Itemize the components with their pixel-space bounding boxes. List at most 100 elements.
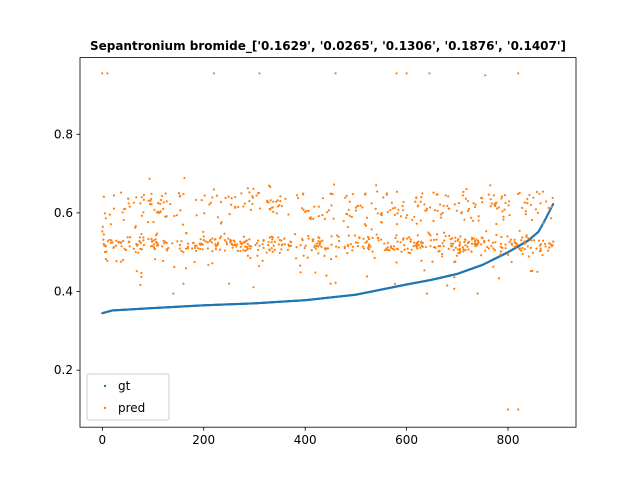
pred-point <box>218 237 222 240</box>
pred-point <box>476 292 479 295</box>
pred-point <box>351 193 354 196</box>
pred-point <box>538 244 542 247</box>
pred-point <box>331 193 334 196</box>
pred-point <box>523 240 526 243</box>
pred-point <box>477 241 480 244</box>
pred-point <box>402 200 405 204</box>
pred-point <box>148 177 151 180</box>
pred-point <box>186 242 190 245</box>
pred-point <box>312 238 315 241</box>
pred-point <box>192 241 195 245</box>
pred-point <box>380 211 383 215</box>
pred-point <box>195 198 198 202</box>
legend-box <box>86 373 170 421</box>
pred-point <box>193 260 196 264</box>
pred-point <box>277 236 280 239</box>
pred-point <box>453 203 456 206</box>
pred-point <box>356 241 360 244</box>
pred-point <box>277 243 280 246</box>
pred-point <box>541 239 545 242</box>
pred-point <box>464 238 467 241</box>
pred-point <box>214 245 218 248</box>
pred-point <box>278 251 281 255</box>
pred-point <box>342 219 345 223</box>
pred-point <box>500 197 503 200</box>
pred-point <box>271 238 274 241</box>
pred-point <box>325 274 328 277</box>
pred-point <box>453 276 456 279</box>
pred-point <box>419 246 422 249</box>
pred-point <box>393 213 397 216</box>
pred-point <box>273 240 276 243</box>
pred-point <box>389 245 392 248</box>
pred-point <box>256 192 260 195</box>
pred-point <box>102 195 105 198</box>
pred-point <box>132 247 135 250</box>
pred-point <box>142 211 145 214</box>
pred-point <box>272 210 275 214</box>
y-tick-label: 0.4 <box>54 285 73 299</box>
pred-point <box>535 190 539 194</box>
pred-point <box>230 242 233 245</box>
pred-point <box>108 213 112 216</box>
pred-point <box>529 246 532 249</box>
pred-point <box>500 195 504 198</box>
pred-point <box>216 216 220 219</box>
pred-point <box>517 72 520 75</box>
pred-point <box>304 244 307 247</box>
pred-point <box>314 244 317 247</box>
pred-point <box>234 205 237 208</box>
pred-point <box>428 206 432 209</box>
pred-point <box>394 236 397 240</box>
pred-point <box>230 203 233 206</box>
pred-point <box>230 197 233 200</box>
pred-point <box>419 219 422 222</box>
pred-point <box>382 196 385 199</box>
legend-marker-gt <box>103 384 107 388</box>
pred-point <box>424 245 427 249</box>
pred-point <box>256 248 260 252</box>
pred-point <box>234 195 237 199</box>
pred-point <box>123 247 126 251</box>
pred-point <box>317 240 320 243</box>
legend-marker-pred <box>103 406 107 410</box>
pred-point <box>348 214 351 217</box>
pred-point <box>374 207 377 210</box>
x-tick-label: 200 <box>192 433 215 447</box>
pred-point <box>323 254 326 257</box>
pred-point <box>463 218 466 221</box>
pred-point <box>294 257 298 260</box>
pred-point <box>395 261 398 264</box>
pred-point <box>484 249 487 252</box>
pred-point <box>409 238 412 241</box>
pred-point <box>438 203 442 206</box>
pred-point <box>227 195 230 198</box>
pred-point <box>147 238 150 241</box>
x-tick-label: 800 <box>497 433 520 447</box>
pred-point <box>459 235 462 238</box>
pred-point <box>504 247 507 250</box>
pred-point <box>406 237 409 240</box>
pred-point <box>475 238 478 241</box>
pred-point <box>484 74 487 77</box>
pred-point <box>405 72 408 75</box>
pred-series <box>101 72 555 411</box>
pred-point <box>373 256 376 260</box>
pred-point <box>234 243 237 246</box>
pred-point <box>126 236 129 239</box>
pred-point <box>110 239 113 242</box>
pred-point <box>270 235 273 238</box>
pred-point <box>452 248 455 252</box>
pred-point <box>470 250 473 253</box>
pred-point <box>105 250 108 253</box>
pred-point <box>295 246 298 249</box>
pred-point <box>261 259 264 262</box>
pred-point <box>443 231 446 234</box>
pred-point <box>455 254 458 257</box>
pred-point <box>320 245 323 248</box>
pred-point <box>453 287 456 290</box>
pred-point <box>134 250 137 254</box>
pred-point <box>112 194 116 197</box>
pred-point <box>528 193 531 197</box>
pred-point <box>376 190 379 193</box>
